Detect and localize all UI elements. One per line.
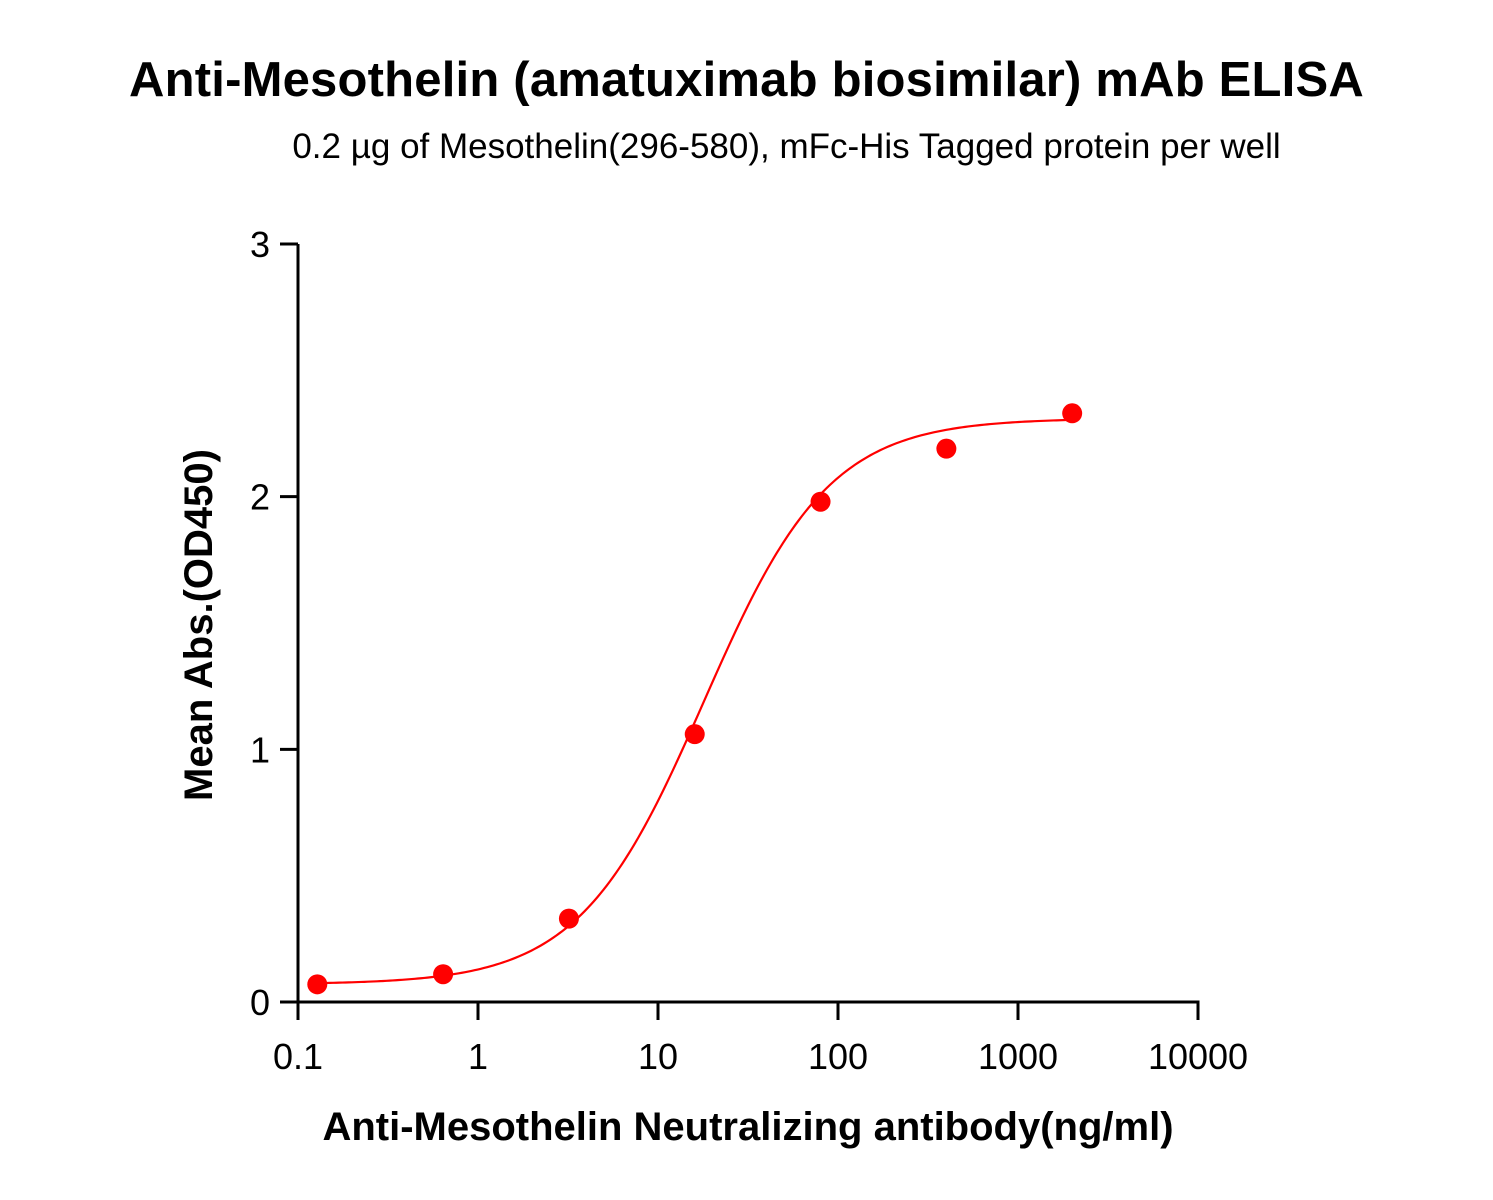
data-point: [433, 964, 454, 985]
data-point: [558, 908, 579, 929]
data-point: [307, 974, 328, 995]
data-point: [684, 724, 705, 745]
data-point: [936, 438, 957, 459]
y-tick-label: 3: [250, 224, 270, 265]
x-tick-label: 0.1: [273, 1036, 323, 1077]
x-tick-label: 1000: [978, 1036, 1058, 1077]
x-axis-ticks: 0.1 1 10 100 1000 10000: [273, 1002, 1248, 1077]
data-point: [810, 491, 831, 512]
chart-subtitle: 0.2 µg of Mesothelin(296-580), mFc-His T…: [292, 127, 1281, 166]
y-axis-ticks: 0 1 2 3: [250, 224, 298, 1023]
axes: [296, 244, 1200, 1004]
x-axis-title: Anti-Mesothelin Neutralizing antibody(ng…: [322, 1105, 1173, 1149]
y-axis-title: Mean Abs.(OD450): [177, 449, 221, 801]
x-tick-label: 100: [808, 1036, 868, 1077]
x-tick-label: 10000: [1148, 1036, 1248, 1077]
chart-title: Anti-Mesothelin (amatuximab biosimilar) …: [129, 53, 1364, 107]
data-point: [1062, 403, 1083, 424]
y-tick-label: 0: [250, 982, 270, 1023]
fit-curve-layer: [317, 418, 1073, 985]
fit-curve: [317, 418, 1073, 985]
y-tick-label: 1: [250, 729, 270, 770]
x-tick-label: 10: [638, 1036, 678, 1077]
data-points: [307, 403, 1083, 995]
x-tick-label: 1: [468, 1036, 488, 1077]
y-tick-label: 2: [250, 477, 270, 518]
